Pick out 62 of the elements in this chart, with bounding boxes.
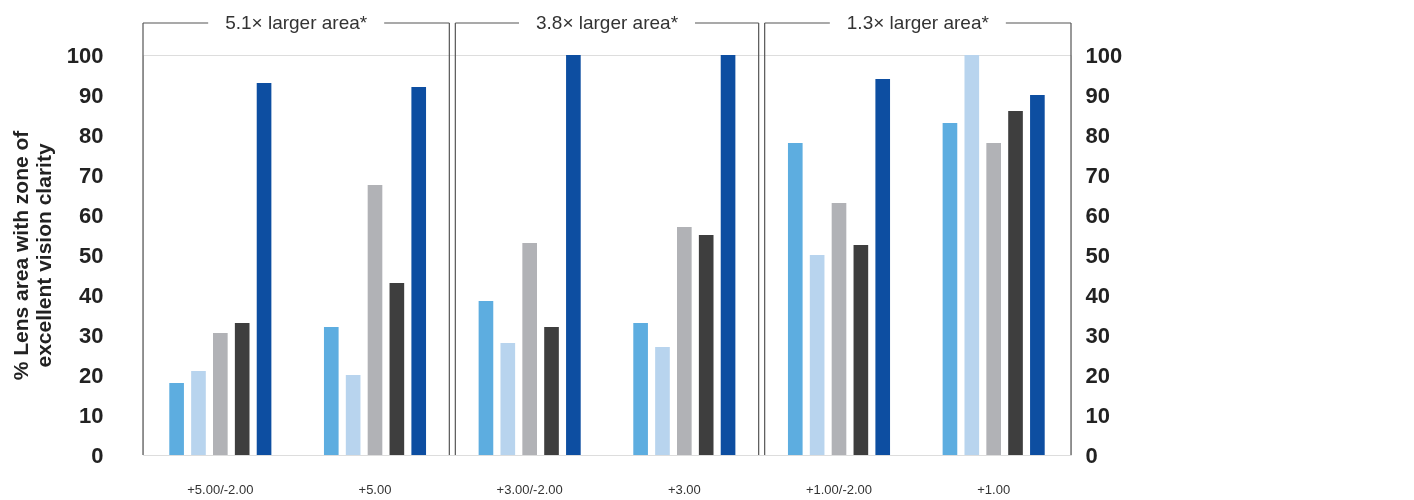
bar — [500, 343, 516, 455]
y2-tick-label: 30 — [1085, 322, 1110, 348]
x-tick-label: +1.00/-2.00 — [805, 481, 873, 497]
x-tick-label: +1.00 — [977, 481, 1011, 497]
bar — [1008, 111, 1023, 455]
y-axis-title: % Lens area with zone of excellent vision clarity — [8, 129, 55, 381]
bar — [522, 243, 537, 455]
bar — [787, 143, 803, 455]
bar — [831, 203, 847, 455]
y-tick-label: 30 — [79, 322, 104, 348]
bar — [411, 87, 427, 455]
y2-tick-label: 80 — [1085, 122, 1110, 148]
y2-tick-label: 20 — [1085, 362, 1110, 388]
bar — [367, 185, 383, 455]
bar — [544, 327, 559, 455]
x-tick-label: +3.00 — [667, 481, 701, 497]
bar — [213, 333, 228, 455]
y-tick-label: 60 — [79, 202, 104, 228]
y-tick-label: 50 — [79, 242, 104, 268]
text: 3.8× larger area* — [535, 12, 679, 33]
bar — [720, 55, 736, 455]
bar — [964, 55, 980, 455]
bar — [853, 245, 869, 455]
text: 1.3× larger area* — [846, 12, 990, 33]
y-tick-label: 80 — [79, 122, 104, 148]
y-tick-label: 0 — [91, 442, 104, 468]
bar — [345, 375, 361, 455]
y-tick-label: 10 — [79, 402, 104, 428]
bar — [875, 79, 891, 455]
x-tick-label: +5.00/-2.00 — [187, 481, 254, 497]
y-tick-label: 90 — [79, 82, 104, 108]
y2-tick-label: 90 — [1085, 82, 1110, 108]
bar — [478, 301, 494, 455]
bar — [169, 383, 184, 455]
y-tick-label: 40 — [79, 282, 104, 308]
bar — [986, 143, 1001, 455]
y-tick-label: 100 — [66, 42, 104, 68]
y-tick-label: 70 — [79, 162, 104, 188]
bar — [191, 371, 206, 455]
y-tick-label: 20 — [79, 362, 104, 388]
bar — [256, 83, 272, 455]
y2-tick-label: 50 — [1085, 242, 1110, 268]
bar — [698, 235, 714, 455]
x-tick-label: +5.00 — [358, 481, 392, 497]
bar — [323, 327, 339, 455]
bar — [677, 227, 692, 455]
y2-tick-label: 100 — [1085, 42, 1123, 68]
bar — [633, 323, 648, 455]
y2-tick-label: 60 — [1085, 202, 1110, 228]
bar — [942, 123, 958, 455]
bar — [655, 347, 670, 455]
bar — [234, 323, 250, 455]
y2-tick-label: 40 — [1085, 282, 1110, 308]
y2-tick-label: 70 — [1085, 162, 1110, 188]
bar — [389, 283, 405, 455]
y2-tick-label: 0 — [1085, 442, 1098, 468]
x-tick-label: +3.00/-2.00 — [496, 481, 563, 497]
y2-tick-label: 10 — [1085, 402, 1110, 428]
bar — [1030, 95, 1045, 455]
bar — [566, 55, 581, 455]
text: 5.1× larger area* — [225, 12, 368, 33]
bar — [809, 255, 825, 455]
